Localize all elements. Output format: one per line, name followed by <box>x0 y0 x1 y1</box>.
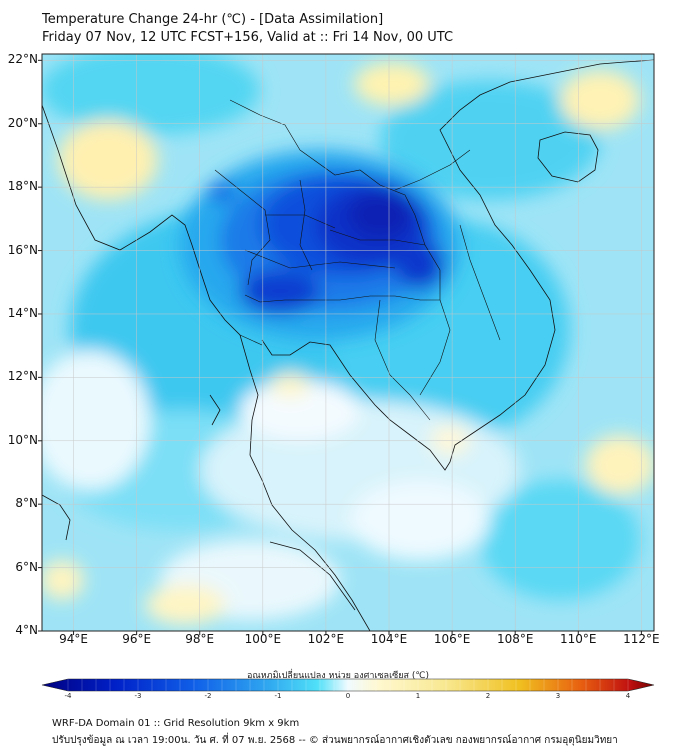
colorbar-tick-label: 2 <box>485 692 491 700</box>
colorbar-tick-label: 0 <box>345 692 351 700</box>
graticule <box>42 54 654 631</box>
longitude-label: 104°E <box>370 632 408 646</box>
latitude-label: 16°N <box>7 242 38 257</box>
longitude-label: 102°E <box>307 632 345 646</box>
latitude-label: 20°N <box>7 115 38 130</box>
latitude-label: 18°N <box>7 179 38 194</box>
longitude-label: 106°E <box>433 632 471 646</box>
latitude-label: 8°N <box>15 496 38 511</box>
longitude-label: 98°E <box>185 632 215 646</box>
colorbar <box>41 678 655 692</box>
temperature-map <box>38 53 655 635</box>
longitude-label: 110°E <box>560 632 597 646</box>
colorbar-tick-label: -3 <box>134 692 142 700</box>
colorbar-title: อุณหภูมิเปลี่ยนแปลง หน่วย องศาเซลเซียส (… <box>246 671 430 681</box>
map-frame <box>41 53 655 632</box>
latitude-label: 4°N <box>15 623 38 637</box>
axis-ticks <box>38 59 642 635</box>
admin-borders <box>214 99 501 421</box>
latitude-label: 10°N <box>7 432 38 447</box>
map-title: Temperature Change 24-hr (℃) - [Data Ass… <box>42 12 384 27</box>
longitude-label: 108°E <box>496 632 534 646</box>
colorbar-tick-label: 4 <box>625 692 631 700</box>
longitude-label: 94°E <box>59 632 88 646</box>
latitude-label: 12°N <box>7 369 38 384</box>
colorbar-tick-label: 3 <box>555 692 561 700</box>
longitude-label: 96°E <box>122 632 152 646</box>
footer-credit: ปรับปรุงข้อมูล ณ เวลา 19:00น. วัน ศ. ที่… <box>52 735 618 746</box>
map-subtitle: Friday 07 Nov, 12 UTC FCST+156, Valid at… <box>42 30 454 45</box>
latitude-label: 14°N <box>7 305 38 320</box>
colorbar-tick-label: -4 <box>64 692 72 700</box>
latitude-label: 22°N <box>7 52 38 67</box>
temperature-field <box>42 54 654 631</box>
latitude-label: 6°N <box>15 559 38 574</box>
coastlines <box>42 59 654 631</box>
footer-model-info: WRF-DA Domain 01 :: Grid Resolution 9km … <box>52 718 300 729</box>
colorbar-tick-label: 1 <box>415 692 421 700</box>
colorbar-tick-label: -2 <box>204 692 212 700</box>
colorbar-tick-label: -1 <box>274 692 282 700</box>
longitude-label: 100°E <box>244 632 282 646</box>
longitude-label: 112°E <box>623 632 660 646</box>
